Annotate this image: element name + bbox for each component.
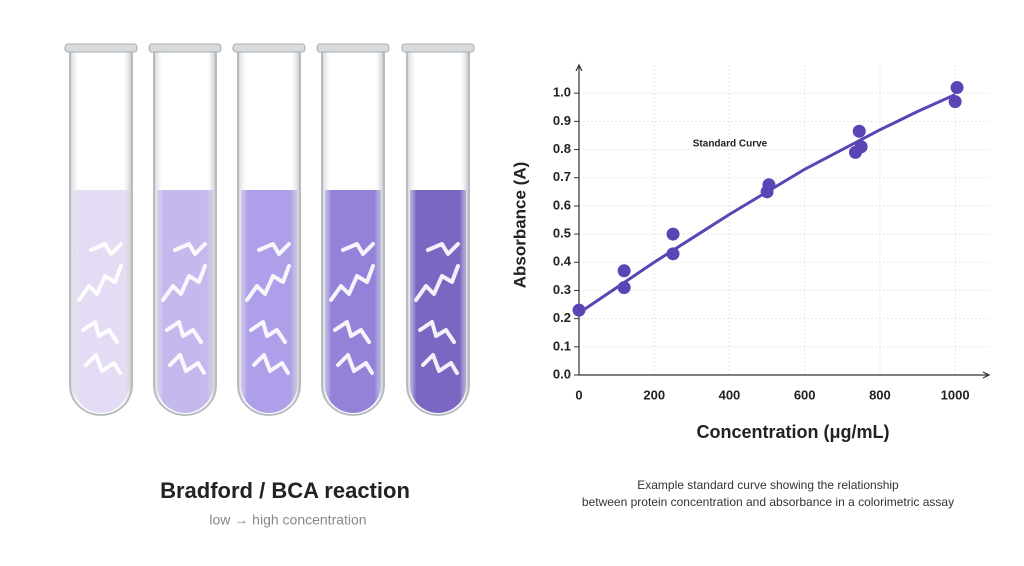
data-point (666, 247, 680, 261)
x-tick-label: 200 (643, 387, 665, 402)
figure-title: Bradford / BCA reaction (160, 478, 410, 503)
y-tick-label: 0.8 (553, 141, 571, 156)
tube-rim (148, 43, 222, 53)
y-tick-label: 0.2 (553, 310, 571, 325)
protein-shape (77, 242, 123, 375)
x-axis (579, 371, 991, 379)
protein-shape (161, 242, 207, 375)
y-tick-label: 0.4 (553, 254, 572, 269)
tube-rim (401, 43, 475, 53)
y-tick-label: 1.0 (553, 85, 571, 100)
data-point (617, 281, 631, 295)
y-axis-label: Absorbance (A) (510, 162, 529, 289)
y-tick-label: 0.5 (553, 226, 571, 241)
y-axis (575, 63, 583, 375)
tube-rim (232, 43, 306, 53)
protein-shape (414, 242, 460, 375)
protein-shape (245, 242, 291, 375)
y-tick-label: 0.6 (553, 197, 571, 212)
test-tubes (64, 43, 475, 416)
tube-glass (69, 52, 133, 416)
tube-glass (237, 52, 301, 416)
caption-line: Example standard curve showing the relat… (637, 478, 899, 492)
x-axis-label: Concentration (μg/mL) (697, 422, 890, 442)
figure-subtitle: low → high concentration (209, 512, 366, 528)
x-tick-label: 0 (575, 387, 582, 402)
y-tick-label: 0.1 (553, 338, 571, 353)
x-tick-label: 1000 (941, 387, 970, 402)
chart: 0.0 0.1 0.2 0.3 0.4 0.5 0.6 0.7 0.8 0.9 1.0 0 200 400… (510, 63, 991, 442)
y-tick-label: 0.9 (553, 113, 571, 128)
data-point (852, 124, 866, 138)
y-tick-label: 0.0 (553, 366, 571, 381)
tube-rim (64, 43, 138, 53)
tube-glass (321, 52, 385, 416)
data-point (762, 178, 776, 192)
data-point (948, 95, 962, 109)
x-tick-label: 800 (869, 387, 891, 402)
caption-line: between protein concentration and absorb… (582, 495, 954, 509)
data-point (950, 81, 964, 95)
tube-rim (316, 43, 390, 53)
x-tick-label: 400 (719, 387, 741, 402)
data-point (617, 264, 631, 278)
tube-glass (153, 52, 217, 416)
y-tick-label: 0.7 (553, 169, 571, 184)
y-tick-label: 0.3 (553, 282, 571, 297)
data-point (572, 303, 586, 317)
protein-shape (329, 242, 375, 375)
data-point (854, 140, 868, 154)
fit-curve (578, 93, 956, 315)
data-point (666, 227, 680, 241)
annotation: Standard Curve (693, 139, 768, 150)
x-tick-label: 600 (794, 387, 816, 402)
tube-glass (406, 52, 470, 416)
